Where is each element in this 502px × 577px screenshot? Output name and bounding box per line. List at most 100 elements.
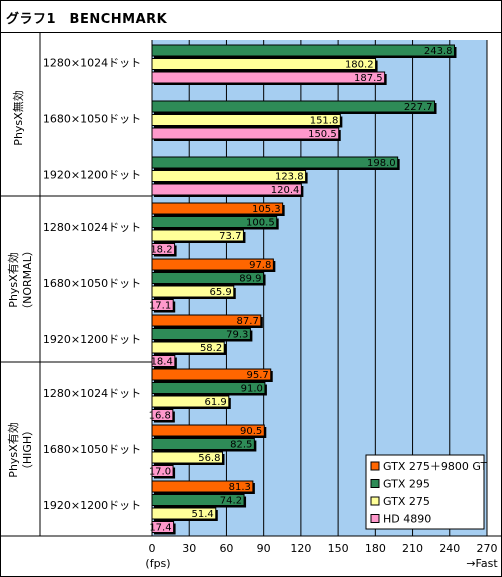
bar (151, 521, 175, 533)
bar (151, 480, 254, 493)
group-label: PhysX有効（HIGH） (6, 422, 34, 477)
bar (151, 272, 265, 284)
bar (151, 355, 176, 367)
bar (151, 71, 386, 84)
bar-value-label: 17.0 (149, 467, 171, 478)
group-label-line: PhysX有効 (6, 422, 20, 477)
bar-value-label: 79.3 (226, 330, 248, 341)
row-label: 1280×1024ドット (43, 387, 141, 400)
bar-value-label: 97.8 (249, 260, 271, 271)
row-label: 1680×1050ドット (43, 112, 141, 125)
legend-label: GTX 295 (383, 478, 430, 491)
legend-swatch (370, 461, 380, 471)
x-tick-label: 120 (290, 542, 311, 555)
bar (151, 299, 174, 311)
bar-value-label: 81.3 (229, 482, 251, 493)
bar (151, 382, 266, 394)
bar (151, 258, 274, 271)
bar-value-label: 61.9 (205, 397, 227, 408)
bar-value-label: 180.2 (345, 60, 374, 71)
bar (151, 243, 176, 255)
bar (151, 465, 174, 477)
bar-value-label: 90.5 (240, 426, 262, 437)
bar-value-label: 91.0 (241, 384, 263, 395)
bar (151, 368, 272, 381)
bar-value-label: 95.7 (246, 370, 268, 381)
row-label: 1680×1050ドット (43, 277, 141, 290)
x-tick-label: 90 (257, 542, 271, 555)
legend-label: HD 4890 (383, 513, 431, 526)
bar (151, 44, 455, 57)
bar-value-label: 17.4 (149, 523, 171, 534)
legend-swatch (370, 514, 380, 523)
group-label-line: PhysX有効 (6, 252, 20, 307)
x-tick-label: 210 (402, 542, 423, 555)
bar-value-label: 120.4 (271, 185, 300, 196)
legend-swatch (370, 479, 380, 488)
bar (151, 183, 302, 196)
bar (151, 409, 174, 421)
bar-value-label: 227.7 (404, 102, 433, 113)
x-unit-label: (fps) (145, 557, 170, 570)
bar-value-label: 187.5 (354, 73, 383, 84)
bar-value-label: 243.8 (424, 46, 453, 57)
legend-box (365, 454, 485, 530)
bar (151, 216, 278, 228)
x-tick-label: 150 (328, 542, 349, 555)
bar-value-label: 16.8 (149, 411, 171, 422)
bar-value-label: 105.3 (252, 204, 281, 215)
bar-value-label: 151.8 (310, 116, 339, 127)
x-direction-label: →Fast (466, 557, 498, 570)
row-label: 1920×1200ドット (43, 333, 141, 346)
bar (151, 114, 341, 126)
x-tick-label: 0 (149, 542, 156, 555)
bar (151, 438, 255, 450)
legend-label: GTX 275＋9800 GT (383, 460, 488, 473)
bar-value-label: 150.5 (308, 129, 337, 140)
bar (151, 395, 230, 408)
bar (151, 156, 399, 169)
bar (151, 127, 340, 140)
chart-header: グラフ1 BENCHMARK (1, 1, 501, 33)
bar (151, 202, 284, 215)
bar (151, 229, 244, 242)
row-label: 1680×1050ドット (43, 443, 141, 456)
group-label: PhysX無効 (11, 90, 25, 145)
bar (151, 424, 265, 437)
row-label: 1280×1024ドット (43, 221, 141, 234)
bar (151, 170, 307, 182)
row-label: 1920×1200ドット (43, 499, 141, 512)
bar-value-label: 74.2 (220, 496, 242, 507)
bar-value-label: 82.5 (230, 440, 252, 451)
bar-value-label: 51.4 (192, 509, 214, 520)
bar (151, 58, 377, 70)
bar-value-label: 89.9 (239, 274, 261, 285)
bar (151, 328, 251, 340)
x-tick-label: 30 (182, 542, 196, 555)
bar-value-label: 17.1 (149, 301, 171, 312)
bar (151, 341, 225, 354)
x-tick-label: 270 (477, 542, 498, 555)
bar-value-label: 100.5 (246, 218, 275, 229)
bar-value-label: 73.7 (219, 231, 241, 242)
bar-value-label: 58.2 (200, 343, 222, 354)
bar-value-label: 56.8 (198, 453, 220, 464)
bar-value-label: 198.0 (367, 158, 396, 169)
group-label-line: （HIGH） (21, 425, 34, 475)
bar (151, 285, 235, 298)
x-tick-label: 60 (219, 542, 233, 555)
row-label: 1920×1200ドット (43, 168, 141, 181)
group-label-line: PhysX無効 (11, 90, 25, 145)
chart-title: グラフ1 BENCHMARK (6, 12, 168, 27)
bar-value-label: 123.8 (275, 172, 304, 183)
bar-value-label: 87.7 (237, 316, 259, 327)
bar (151, 507, 217, 520)
x-tick-label: 180 (365, 542, 386, 555)
group-label: PhysX有効（NORMAL） (6, 245, 34, 315)
bar-value-label: 18.2 (150, 245, 172, 256)
bar (151, 451, 223, 464)
bar (151, 494, 245, 506)
legend-label: GTX 275 (383, 495, 430, 508)
bar-value-label: 18.4 (151, 357, 173, 368)
